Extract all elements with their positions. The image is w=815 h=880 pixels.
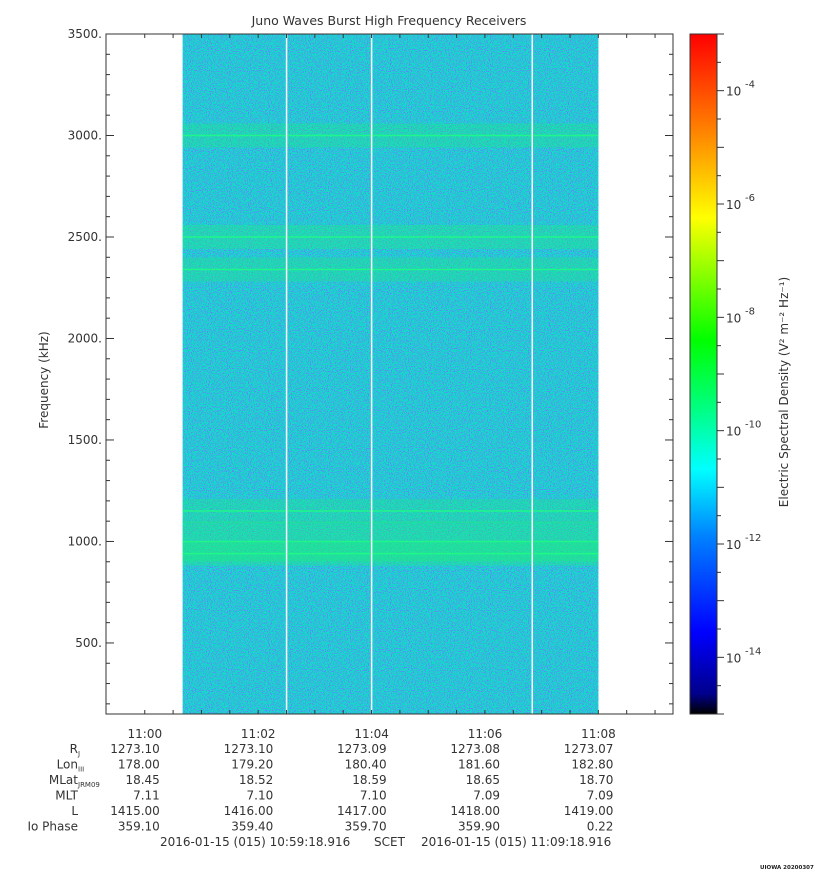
ephemeris-value: 180.40 [345,758,387,772]
colorbar-label: Electric Spectral Density (V² m⁻² Hz⁻¹) [777,277,791,507]
colorbar-tick-label: 10 [726,198,741,212]
ephemeris-value: 7.10 [247,789,274,803]
colorbar-tick-exponent: -14 [745,646,761,657]
ephemeris-value: 359.40 [231,820,273,834]
colorbar-tick-exponent: -10 [745,420,761,431]
x-tick-label: 11:04 [354,727,389,741]
y-tick-label: 2000. [68,331,102,345]
ephemeris-label: Io Phase [27,820,78,834]
ephemeris-value: 359.70 [345,820,387,834]
y-tick-label: 2500. [68,230,102,244]
colorbar-tick-label: 10 [726,85,741,99]
ephemeris-value: 1273.10 [110,742,160,756]
data-gaps [285,34,534,714]
colorbar [689,33,718,715]
ephemeris-value: 1273.10 [224,742,274,756]
footer-start-time: 2016-01-15 (015) 10:59:18.916 [160,835,350,849]
footer-end-time: 2016-01-15 (015) 11:09:18.916 [421,835,611,849]
ephemeris-value: 1273.09 [337,742,387,756]
ephemeris-value: 179.20 [231,758,273,772]
ephemeris-value: 18.45 [125,773,159,787]
x-tick-label: 11:02 [241,727,276,741]
ephemeris-value: 18.65 [466,773,500,787]
ephemeris-value: 7.09 [473,789,500,803]
x-tick-label: 11:00 [128,727,163,741]
footer-scet: SCET [374,835,406,849]
y-axis: 500. 1000. 1500. 2000. 2500. 3000. 3500. [68,27,673,705]
spectral-bands [182,123,599,566]
y-tick-label: 1000. [68,534,102,548]
colorbar-tick-exponent: -4 [745,80,755,91]
ephemeris-value: 1273.07 [564,742,614,756]
colorbar-tick-label: 10 [726,651,741,665]
ephemeris-label: R [70,742,78,756]
ephemeris-value: 1419.00 [564,804,614,818]
ephemeris-value: 7.11 [133,789,160,803]
colorbar-tick-label: 10 [726,538,741,552]
ephemeris-value: 178.00 [118,758,160,772]
y-tick-label: 500. [75,636,102,650]
ephemeris-label: MLT [55,789,78,803]
colorbar-tick-exponent: -12 [745,533,761,544]
x-axis: 11:00 11:02 11:04 11:06 11:08 [128,34,656,741]
ephemeris-label-subscript: III [78,766,84,774]
ephemeris-table: R J 1273.10 1273.10 1273.09 1273.08 1273.07 Lon… [27,742,613,834]
ephemeris-value: 359.10 [118,820,160,834]
ephemeris-label: L [71,804,78,818]
colorbar-tick-label: 10 [726,425,741,439]
colorbar-tick-label: 10 [726,311,741,325]
ephemeris-value: 1418.00 [450,804,500,818]
x-tick-label: 11:06 [468,727,503,741]
y-tick-label: 3500. [68,27,102,41]
spectrogram-data [182,34,599,714]
y-tick-label: 3000. [68,128,102,142]
plot-frame [105,33,674,715]
y-tick-label: 1500. [68,433,102,447]
colorbar-tick-exponent: -8 [745,306,755,317]
ephemeris-value: 18.70 [579,773,613,787]
y-axis-label: Frequency (kHz) [37,331,51,428]
ephemeris-value: 7.09 [587,789,614,803]
spectrogram-body [182,34,599,714]
ephemeris-value: 0.22 [587,820,614,834]
ephemeris-value: 182.80 [571,758,613,772]
ephemeris-label: MLat [49,773,78,787]
watermark: UIOWA 20200307 [760,865,814,871]
colorbar-tick-exponent: -6 [745,193,755,204]
ephemeris-value: 7.10 [360,789,387,803]
ephemeris-value: 181.60 [458,758,500,772]
ephemeris-label: Lon [57,758,78,772]
ephemeris-value: 18.59 [352,773,386,787]
ephemeris-value: 1416.00 [224,804,274,818]
ephemeris-value: 18.52 [239,773,273,787]
ephemeris-value: 1415.00 [110,804,160,818]
chart-title: Juno Waves Burst High Frequency Receiver… [251,13,527,28]
ephemeris-label-subscript: J [77,750,80,758]
ephemeris-value: 1417.00 [337,804,387,818]
ephemeris-value: 359.90 [458,820,500,834]
ephemeris-label-subscript: JRM09 [77,781,100,789]
ephemeris-value: 1273.08 [450,742,500,756]
x-tick-label: 11:08 [581,727,616,741]
colorbar-axis: 10 -14 10 -12 10 -10 10 -8 10 -6 10 -4 [717,33,761,715]
